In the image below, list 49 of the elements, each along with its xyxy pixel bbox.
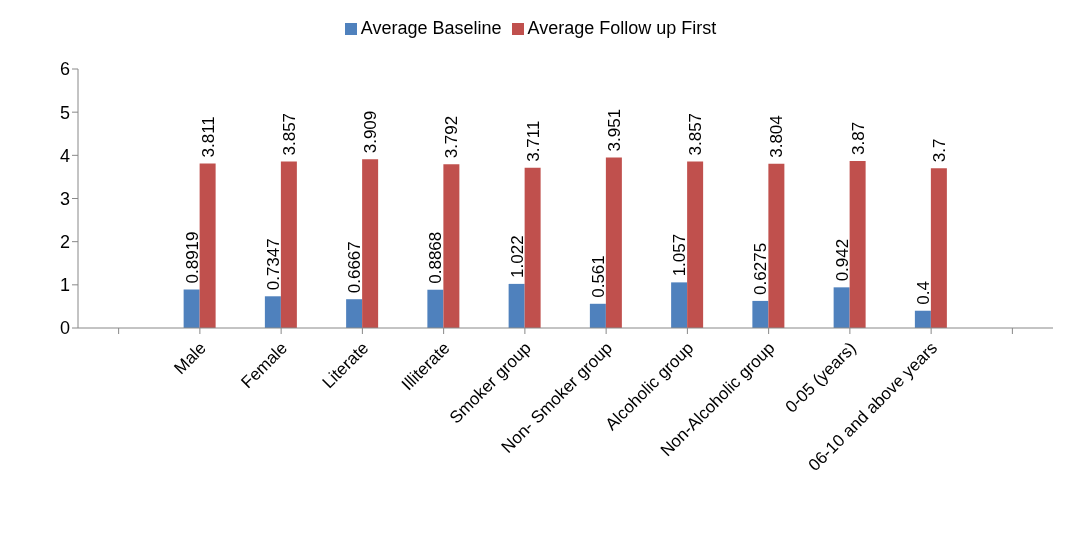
data-label: 0.8868 — [426, 231, 446, 284]
data-label: 3.909 — [361, 110, 381, 154]
data-label: 0.6275 — [751, 242, 771, 295]
legend-label: Average Follow up First — [527, 18, 717, 38]
data-label: 0.4 — [913, 281, 933, 305]
data-label: 0.942 — [832, 238, 852, 282]
bar — [849, 160, 866, 328]
y-tick-label: 4 — [59, 145, 70, 166]
data-label: 3.951 — [604, 108, 624, 152]
data-label: 3.811 — [198, 116, 218, 158]
y-tick-label: 2 — [59, 232, 70, 253]
y-tick-label: 1 — [59, 275, 70, 296]
data-label: 0.6667 — [345, 241, 365, 294]
data-label: 0.8919 — [182, 231, 202, 284]
y-tick-label: 3 — [59, 188, 70, 209]
data-label: 1.022 — [507, 235, 527, 278]
legend-label: Average Baseline — [360, 18, 502, 38]
bar — [752, 300, 769, 328]
bar — [930, 168, 947, 328]
data-label: 0.7347 — [263, 238, 283, 291]
bar — [199, 163, 216, 328]
bar — [687, 161, 704, 328]
bar — [183, 289, 200, 328]
bar — [264, 296, 281, 328]
data-label: 0.561 — [588, 255, 608, 298]
bar — [833, 287, 850, 328]
data-label: 3.804 — [767, 115, 787, 158]
bar — [346, 299, 363, 328]
bar — [508, 283, 525, 328]
bar — [443, 164, 460, 328]
bar — [362, 159, 379, 328]
bar — [524, 167, 541, 328]
bar — [605, 157, 622, 328]
bar — [589, 303, 606, 328]
data-label: 3.7 — [929, 138, 949, 163]
data-label: 3.857 — [279, 112, 299, 156]
bar — [280, 161, 297, 328]
bar — [427, 289, 444, 328]
bar — [671, 282, 688, 328]
bar — [768, 163, 785, 328]
data-label: 3.857 — [686, 112, 706, 156]
y-tick-label: 0 — [59, 318, 70, 339]
data-label: 3.711 — [523, 120, 543, 162]
y-tick-label: 5 — [59, 102, 70, 123]
y-tick-label: 6 — [59, 59, 70, 80]
data-label: 1.057 — [670, 233, 690, 277]
data-label: 3.792 — [442, 115, 462, 159]
bar — [914, 310, 931, 328]
data-label: 3.87 — [848, 121, 868, 155]
